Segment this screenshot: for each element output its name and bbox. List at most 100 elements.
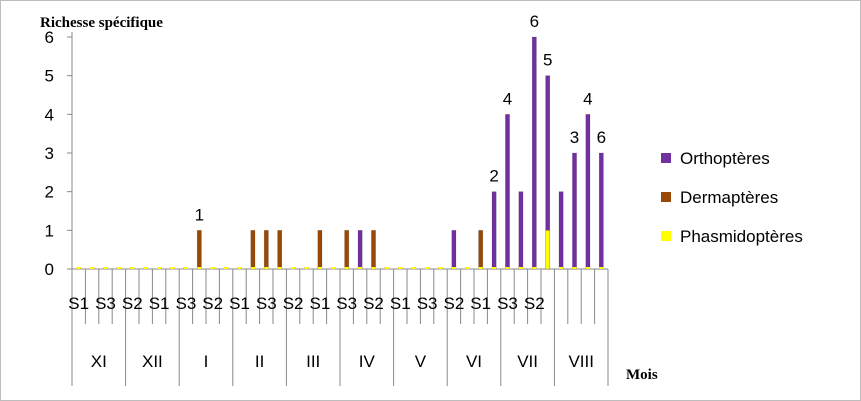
week-label: S2 — [363, 294, 384, 313]
bar-dermaptères — [196, 230, 202, 270]
month-label: III — [306, 352, 320, 371]
bar-phasmidoptères — [505, 267, 510, 269]
legend-swatch — [661, 231, 671, 241]
bar-dermaptères — [478, 230, 484, 270]
legend-swatch — [661, 192, 671, 202]
bar-dermaptères — [250, 230, 256, 270]
week-label: S1 — [310, 294, 331, 313]
month-label: VI — [466, 352, 482, 371]
data-label: 6 — [530, 12, 539, 31]
bar-orthoptères — [451, 230, 457, 270]
data-label: 4 — [503, 89, 512, 108]
week-label: S3 — [336, 294, 357, 313]
bar-phasmidoptères — [90, 267, 95, 269]
bar-dermaptères — [263, 230, 269, 270]
week-label: S2 — [283, 294, 304, 313]
week-label: S3 — [417, 294, 438, 313]
data-label: 4 — [583, 89, 592, 108]
bar-phasmidoptères — [304, 267, 309, 269]
plot-area — [71, 32, 608, 270]
bar-phasmidoptères — [116, 267, 121, 269]
bar-orthoptères — [572, 152, 577, 270]
y-axis-title: Richesse spécifique — [40, 15, 163, 31]
bar-orthoptères — [505, 114, 510, 270]
bar-orthoptères — [357, 230, 363, 270]
bar-phasmidoptères — [183, 267, 188, 269]
bar-phasmidoptères — [237, 267, 242, 269]
bar-phasmidoptères — [585, 267, 590, 269]
bar-dermaptères — [344, 230, 350, 270]
y-tick-label: 3 — [45, 144, 54, 163]
x-axis-title: Mois — [626, 367, 658, 383]
bar-phasmidoptères — [358, 267, 363, 269]
bar-phasmidoptères — [398, 267, 403, 269]
data-annotations: 1 2 4 6 5 3 4 6 — [195, 12, 606, 224]
y-tick-label: 0 — [45, 260, 54, 279]
month-label: II — [255, 352, 264, 371]
bar-orthoptères — [558, 191, 564, 270]
bar-phasmidoptères — [559, 267, 564, 269]
bar-phasmidoptères — [264, 267, 269, 269]
legend-label: Dermaptères — [680, 188, 778, 207]
week-label: S1 — [149, 294, 170, 313]
legend-label: Orthoptères — [680, 149, 770, 168]
x-axis-categories: S1 S3 S2 S1 S3 S2 S1 S3 S2 S1 S3 S2 S1 S3 S2 S1 S3 S2 XI XI… — [68, 269, 609, 386]
legend-swatch — [661, 153, 671, 163]
week-label: S2 — [444, 294, 465, 313]
data-label: 5 — [543, 51, 552, 70]
bar-orthoptères — [518, 191, 524, 270]
week-label: S1 — [470, 294, 491, 313]
week-label: S2 — [524, 294, 545, 313]
legend: Orthoptères Dermaptères Phasmidoptères — [661, 149, 803, 246]
bar-dermaptères — [277, 230, 283, 270]
data-label: 2 — [489, 167, 498, 186]
bar-phasmidoptères — [291, 267, 296, 269]
bar-phasmidoptères — [157, 267, 162, 269]
y-tick-label: 6 — [45, 28, 54, 47]
month-label: V — [415, 352, 427, 371]
month-label: VIII — [568, 352, 594, 371]
bar-phasmidoptères — [143, 267, 148, 269]
data-label: 6 — [597, 128, 606, 147]
bar-orthoptères — [531, 36, 537, 270]
y-axis-ticks: 0 1 2 3 4 5 6 — [45, 28, 72, 279]
week-label: S3 — [95, 294, 116, 313]
bar-phasmidoptères — [465, 267, 470, 269]
month-label: IV — [359, 352, 376, 371]
y-tick-label: 4 — [45, 105, 54, 124]
month-label: XI — [91, 352, 107, 371]
bar-phasmidoptères — [76, 267, 81, 269]
bar-phasmidoptères — [277, 267, 282, 269]
bar-phasmidoptères — [451, 267, 456, 269]
bar-phasmidoptères — [572, 267, 577, 269]
bar-phasmidoptères — [103, 267, 108, 269]
bar-phasmidoptères — [224, 267, 229, 269]
bar-phasmidoptères — [478, 267, 483, 269]
bars — [76, 36, 604, 270]
y-tick-label: 5 — [45, 67, 54, 86]
week-label: S1 — [68, 294, 89, 313]
y-tick-label: 2 — [45, 183, 54, 202]
bar-phasmidoptères — [371, 267, 376, 269]
y-tick-label: 1 — [45, 221, 54, 240]
bar-phasmidoptères — [197, 267, 202, 269]
bar-phasmidoptères — [317, 267, 322, 269]
data-label: 1 — [195, 205, 204, 224]
bar-phasmidoptères — [384, 267, 389, 269]
bar-phasmidoptères — [331, 267, 336, 269]
week-label: S3 — [176, 294, 197, 313]
bar-orthoptères — [491, 191, 497, 270]
week-label: S2 — [202, 294, 223, 313]
week-label: S3 — [256, 294, 277, 313]
bar-orthoptères — [585, 114, 591, 270]
bar-phasmidoptères — [599, 267, 604, 269]
month-label: VII — [517, 352, 538, 371]
bar-orthoptères — [598, 152, 604, 270]
bar-phasmidoptères — [344, 267, 349, 269]
bar-dermaptères — [317, 230, 323, 270]
month-label: XII — [142, 352, 163, 371]
bar-phasmidoptères — [411, 267, 416, 269]
bar-phasmidoptères — [545, 230, 551, 270]
bar-phasmidoptères — [438, 267, 443, 269]
